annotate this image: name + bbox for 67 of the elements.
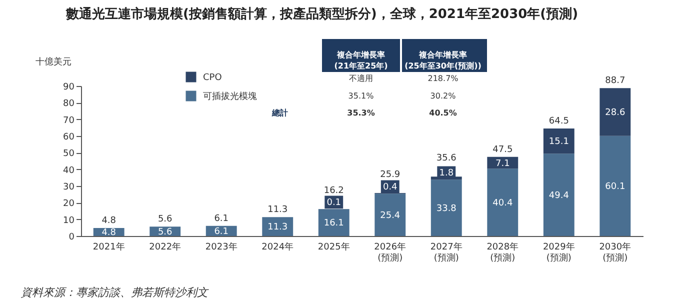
x-tick-label: 2028年 (預測): [486, 242, 519, 264]
y-tick-label: 30: [63, 182, 75, 192]
x-tick-label: 2024年: [262, 242, 294, 252]
chart-title: 數通光互連市場規模(按銷售額計算，按產品類型拆分)，全球，2021年至2030年(預測): [64, 6, 578, 22]
data-label: 25.4: [380, 210, 400, 221]
annotation: 40.5%: [429, 108, 457, 118]
y-axis-title: 十億美元: [36, 56, 72, 68]
data-label: 4.8: [102, 228, 116, 238]
source-note: 資料來源：專家訪談、弗若斯特沙利文: [21, 286, 209, 299]
total-label: 35.6: [436, 154, 457, 164]
total-label: 11.3: [268, 205, 288, 216]
data-label: 0.1: [326, 198, 342, 208]
x-tick-label: 2025年: [318, 242, 350, 252]
bar: [430, 180, 462, 236]
y-tick-label: 90: [63, 82, 75, 92]
data-label: 1.8: [439, 168, 454, 179]
text: 複合年增長率 (25年至30年(預測)): [404, 50, 482, 70]
total-label: 64.5: [548, 116, 569, 126]
total-label: 6.1: [214, 214, 229, 224]
legend-label: CPO: [203, 73, 222, 83]
x-tick-label: 2022年: [149, 242, 182, 252]
total-label: 4.8: [102, 216, 116, 226]
text: 218.7%: [428, 74, 459, 83]
y-tick-label: 50: [63, 149, 75, 160]
data-label: 7.1: [495, 158, 510, 169]
x-tick-label: 2026年 (預測): [374, 242, 406, 264]
data-label: 28.6: [605, 108, 626, 118]
data-label: 15.1: [548, 137, 569, 148]
total-label: 47.5: [492, 144, 513, 155]
data-label: 6.1: [214, 226, 229, 237]
text: 不適用: [349, 74, 373, 83]
annotation: 35.1%: [348, 92, 374, 100]
total-label: 16.2: [324, 186, 344, 196]
bar: [487, 168, 518, 236]
y-tick-label: 10: [63, 216, 75, 226]
y-tick-label: 70: [63, 116, 75, 126]
y-tick-label: 20: [63, 199, 75, 210]
data-label: 5.6: [158, 227, 173, 238]
total-label: 88.7: [605, 76, 626, 86]
x-tick-label: 2030年 (預測): [599, 242, 632, 264]
annotation: 30.2%: [430, 92, 456, 100]
y-tick-label: 60: [63, 132, 75, 142]
total-label: 5.6: [158, 214, 173, 225]
bar: [262, 217, 294, 236]
x-tick-label: 2029年 (預測): [542, 242, 575, 264]
x-tick-label: 2027年 (預測): [430, 242, 462, 264]
bar: [600, 136, 631, 236]
legend-label: 可插拔光模塊: [203, 91, 257, 102]
annotation: 總計: [271, 108, 288, 118]
x-tick-label: 2021年: [92, 242, 125, 252]
bar: [543, 154, 574, 236]
data-label: 0.4: [382, 182, 398, 193]
text: 複合年增長率 (21年至25年): [334, 50, 388, 70]
data-label: 40.4: [492, 198, 513, 208]
data-label: 16.1: [324, 218, 344, 229]
total-label: 25.9: [380, 170, 400, 180]
y-tick-label: 0: [68, 232, 75, 242]
x-tick-label: 2023年: [205, 242, 238, 252]
y-tick-label: 40: [63, 166, 75, 176]
bar: [600, 88, 631, 136]
data-label: 33.8: [436, 204, 457, 214]
data-label: 49.4: [548, 190, 570, 201]
annotation: 35.3%: [347, 108, 375, 118]
data-label: 11.3: [268, 222, 288, 233]
bar: [543, 128, 574, 154]
y-tick-label: 80: [63, 99, 75, 110]
data-label: 60.1: [605, 182, 626, 192]
